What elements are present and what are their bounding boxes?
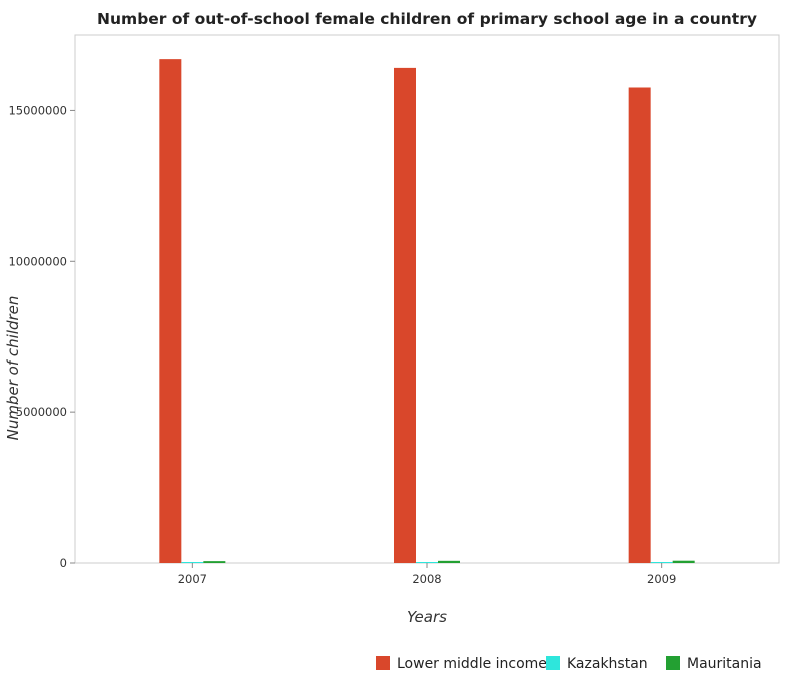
bars [159,59,695,564]
bar [438,560,460,563]
y-axis: 0 5000000 10000000 15000000 [8,103,75,570]
legend-swatch [666,656,680,670]
legend-label: Mauritania [687,656,762,672]
y-tick-label: 15000000 [8,103,67,117]
bar [394,67,416,564]
y-tick-label: 10000000 [8,254,67,268]
legend-swatch [376,656,390,670]
x-tick-label: 2009 [647,572,676,586]
x-axis-label: Years [407,608,447,626]
y-tick-label: 5000000 [16,405,67,419]
x-tick-label: 2008 [412,572,441,586]
bar [159,59,182,563]
y-tick-label: 0 [60,556,67,570]
bar [628,87,651,563]
x-axis: 2007 2008 2009 [178,563,676,586]
bar [672,560,695,563]
bar [181,562,204,563]
legend-swatch [546,656,560,670]
legend-label: Kazakhstan [567,656,648,672]
y-axis-label: Number of children [4,296,22,441]
x-tick-label: 2007 [178,572,207,586]
bar [650,562,673,563]
chart-title: Number of out-of-school female children … [97,10,757,28]
bar [416,562,438,563]
legend-label: Lower middle income [397,656,547,672]
bar [203,561,226,563]
legend: Lower middle income Kazakhstan Mauritania [376,656,762,672]
